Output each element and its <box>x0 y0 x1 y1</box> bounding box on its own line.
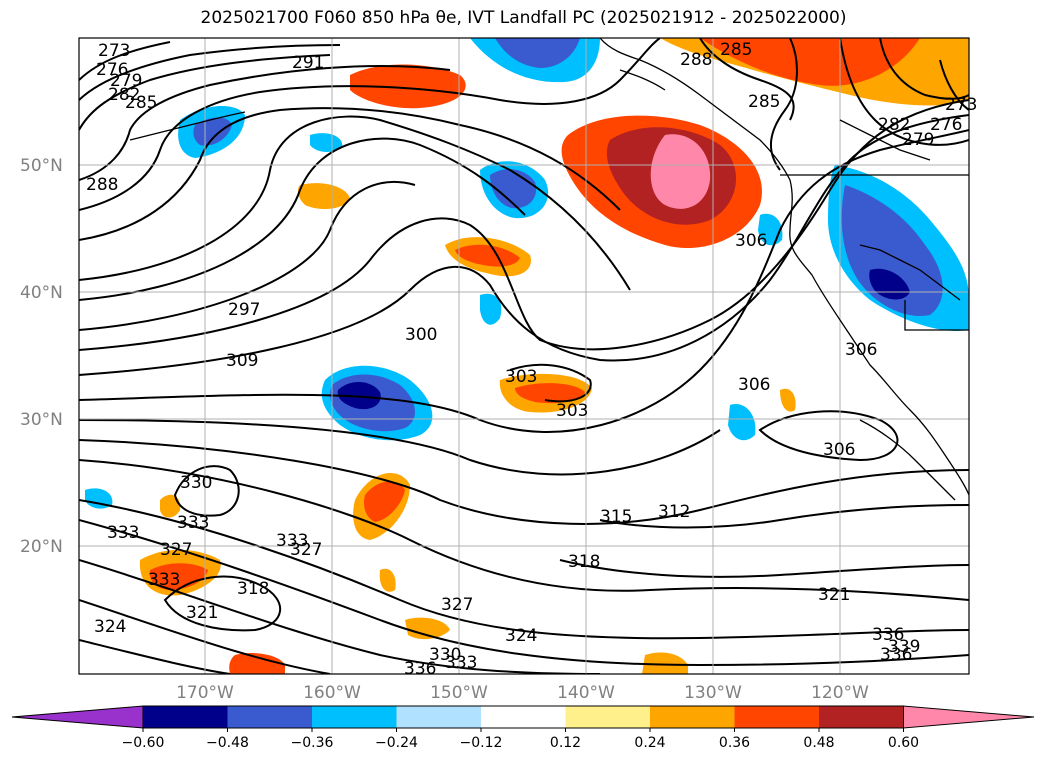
colorbar-segment <box>481 706 566 728</box>
colorbar-segment <box>565 706 650 728</box>
graticule <box>79 38 969 674</box>
contour-label: 306 <box>845 340 877 360</box>
colorbar-tick-label: 0.12 <box>550 735 581 751</box>
contour-label: 330 <box>429 645 461 665</box>
contour-label: 273 <box>98 41 130 61</box>
lon-label: 170°W <box>176 683 234 703</box>
colorbar-tick-label: −0.24 <box>375 735 418 751</box>
contour-label: 288 <box>680 50 712 70</box>
latitude-labels: 50°N 40°N 30°N 20°N <box>20 156 63 557</box>
contour-label: 333 <box>107 523 139 543</box>
contour-label: 291 <box>292 53 324 73</box>
contour-label: 276 <box>930 115 962 135</box>
contour-label: 285 <box>720 40 752 60</box>
colorbar-segment <box>650 706 735 728</box>
contour-label: 285 <box>125 93 157 113</box>
contour-label: 336 <box>404 659 436 679</box>
colorbar-tick-label: −0.12 <box>460 735 503 751</box>
colorbar-tick-label: 0.60 <box>888 735 919 751</box>
contour-label: 318 <box>568 552 600 572</box>
colorbar-segment <box>227 706 312 728</box>
contour-label: 282 <box>108 85 140 105</box>
contour-label: 276 <box>96 60 128 80</box>
colorbar-segment <box>819 706 904 728</box>
colorbar-extend-min <box>11 705 144 729</box>
contour-label: 288 <box>86 175 118 195</box>
colorbar-tick-label: 0.36 <box>719 735 750 751</box>
contour-label: 279 <box>110 71 142 91</box>
contour-label: 333 <box>445 653 477 673</box>
lon-label: 130°W <box>684 683 742 703</box>
contour-label: 333 <box>148 570 180 590</box>
contour-label: 321 <box>186 603 218 623</box>
colorbar: −0.60 −0.48 −0.36 −0.24 −0.12 0.12 0.24 0.36 0.4… <box>11 705 1035 751</box>
contour-label: 327 <box>160 540 192 560</box>
contour-label: 312 <box>658 502 690 522</box>
map-plot-area <box>79 38 969 674</box>
lat-label: 20°N <box>20 537 63 557</box>
contour-label: 282 <box>878 115 910 135</box>
lon-label: 160°W <box>303 683 361 703</box>
contour-label: 330 <box>180 473 212 493</box>
longitude-labels: 170°W 160°W 150°W 140°W 130°W 120°W <box>176 683 869 703</box>
colorbar-frame <box>142 705 904 729</box>
colorbar-segment <box>143 706 228 728</box>
contour-label: 333 <box>177 513 209 533</box>
contour-label: 279 <box>902 130 934 150</box>
colorbar-segment <box>396 706 481 728</box>
contour-label: 315 <box>600 507 632 527</box>
colorbar-tick-label: −0.60 <box>122 735 165 751</box>
contour-label: 300 <box>405 325 437 345</box>
contour-label: 306 <box>735 231 767 251</box>
map-title: 2025021700 F060 850 hPa θe, IVT Landfall… <box>200 8 847 28</box>
contour-label: 324 <box>94 617 126 637</box>
contour-label: 285 <box>748 92 780 112</box>
contour-labels: 273 276 279 282 285 288 291 285 288 282 … <box>86 40 977 679</box>
contour-label: 339 <box>888 637 920 657</box>
contour-label: 273 <box>945 95 977 115</box>
lon-label: 140°W <box>557 683 615 703</box>
contour-label: 324 <box>505 626 537 646</box>
lon-label: 150°W <box>430 683 488 703</box>
colorbar-segment <box>734 706 819 728</box>
colorbar-tick-label: 0.48 <box>803 735 834 751</box>
map-frame <box>78 37 970 675</box>
colorbar-tick-label: 0.24 <box>634 735 665 751</box>
lat-label: 40°N <box>20 283 63 303</box>
contour-label: 306 <box>738 375 770 395</box>
contour-label: 336 <box>872 625 904 645</box>
colorbar-segment <box>312 706 397 728</box>
lon-label: 120°W <box>811 683 869 703</box>
contour-label: 297 <box>228 300 260 320</box>
lat-label: 30°N <box>20 410 63 430</box>
contour-label: 306 <box>823 440 855 460</box>
contour-label: 333 <box>276 531 308 551</box>
positive-anomaly-fill <box>139 38 969 674</box>
colorbar-tick-label: −0.36 <box>291 735 334 751</box>
negative-anomaly-fill <box>85 38 969 509</box>
theta-e-contours <box>79 38 969 674</box>
contour-label: 303 <box>556 401 588 421</box>
coastlines <box>129 38 969 501</box>
contour-label: 303 <box>505 367 537 387</box>
colorbar-extend-max <box>903 705 1035 729</box>
lat-label: 50°N <box>20 156 63 176</box>
contour-label: 321 <box>818 585 850 605</box>
colorbar-tick-label: −0.48 <box>206 735 249 751</box>
contour-label: 336 <box>880 645 912 665</box>
contour-label: 327 <box>290 540 322 560</box>
contour-label: 309 <box>226 351 258 371</box>
contour-label: 318 <box>237 579 269 599</box>
contour-label: 327 <box>441 595 473 615</box>
